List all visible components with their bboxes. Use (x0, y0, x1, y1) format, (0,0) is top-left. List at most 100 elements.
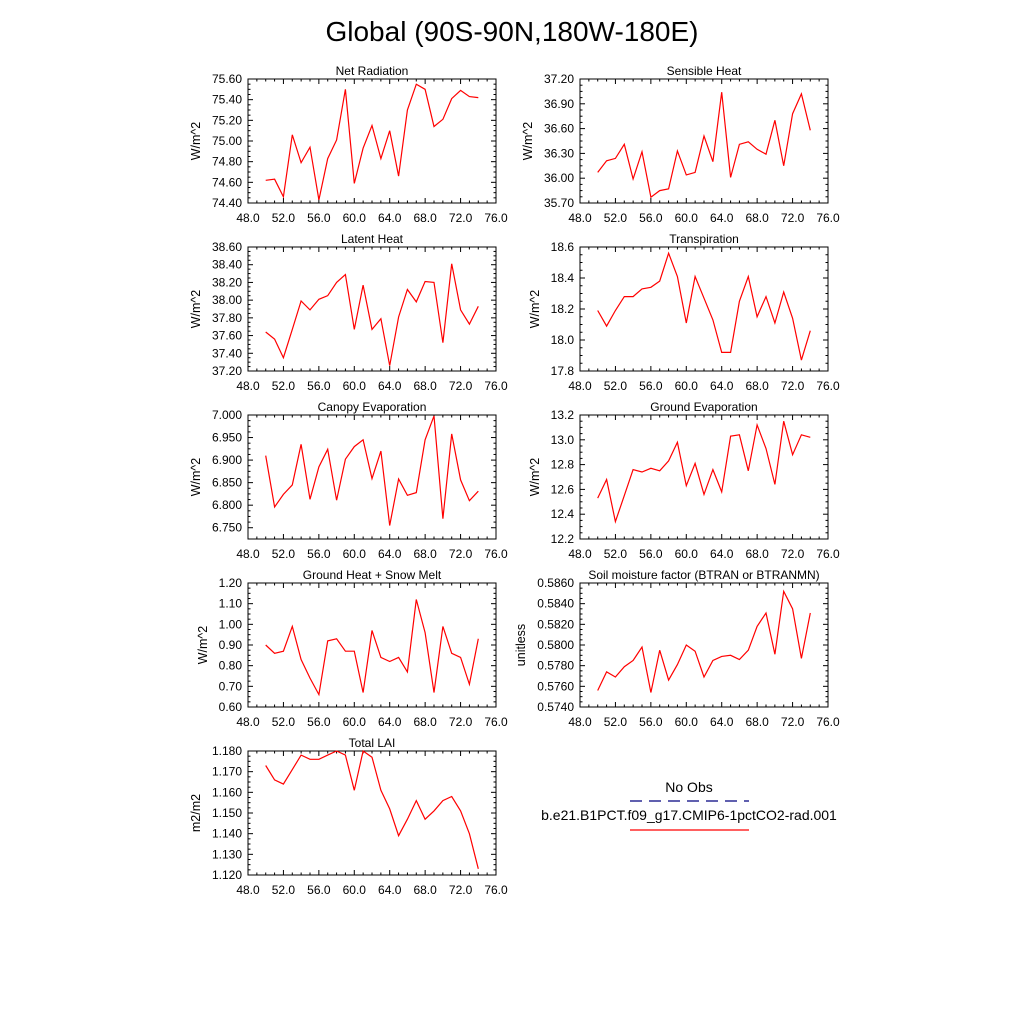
series-line (265, 599, 479, 697)
y-axis-label: W/m^2 (189, 458, 203, 497)
y-tick-label: 36.90 (544, 97, 574, 111)
panel-title: Ground Heat + Snow Melt (303, 568, 442, 582)
x-tick-label: 72.0 (781, 211, 805, 225)
x-tick-label: 48.0 (236, 883, 260, 897)
x-tick-label: 64.0 (378, 883, 402, 897)
y-axis-label: m2/m2 (189, 794, 203, 832)
series-line (597, 92, 811, 199)
x-tick-label: 48.0 (568, 379, 592, 393)
y-tick-label: 37.40 (212, 346, 242, 360)
y-tick-label: 0.60 (219, 700, 243, 714)
y-tick-label: 38.00 (212, 293, 242, 307)
y-tick-label: 12.4 (551, 507, 575, 521)
y-tick-label: 7.000 (212, 408, 242, 422)
x-tick-label: 48.0 (236, 211, 260, 225)
x-tick-label: 60.0 (343, 547, 367, 561)
panel-8: Soil moisture factor (BTRAN or BTRANMN) 4… (514, 568, 840, 729)
series-line (597, 251, 811, 361)
legend-obs-label: No Obs (665, 779, 712, 795)
x-tick-label: 68.0 (745, 211, 769, 225)
y-tick-label: 12.6 (551, 482, 575, 496)
x-tick-label: 72.0 (781, 379, 805, 393)
x-tick-label: 56.0 (307, 547, 331, 561)
panel-title: Latent Heat (341, 232, 404, 246)
x-tick-label: 76.0 (484, 211, 508, 225)
x-tick-label: 52.0 (272, 715, 296, 729)
y-axis-label: W/m^2 (189, 290, 203, 329)
y-tick-label: 18.2 (551, 302, 575, 316)
y-tick-label: 13.2 (551, 408, 575, 422)
x-tick-label: 52.0 (604, 211, 628, 225)
y-tick-label: 6.750 (212, 521, 242, 535)
x-tick-label: 48.0 (236, 379, 260, 393)
x-tick-label: 64.0 (710, 211, 734, 225)
plot-frame (579, 582, 829, 708)
x-tick-label: 60.0 (675, 547, 699, 561)
x-tick-label: 52.0 (604, 379, 628, 393)
y-tick-label: 37.60 (212, 329, 242, 343)
y-tick-label: 75.20 (212, 113, 242, 127)
y-tick-label: 38.20 (212, 275, 242, 289)
x-tick-label: 68.0 (745, 547, 769, 561)
panel-title: Net Radiation (336, 64, 409, 78)
panel-9: Total LAI 48.0 52.0 56.0 60.0 64.0 68.0 72.0 76.… (189, 736, 508, 897)
panel-3: Latent Heat 48.0 52.0 56.0 60.0 64.0 68.0 72.0 7… (189, 232, 508, 393)
y-tick-label: 75.40 (212, 93, 242, 107)
y-tick-label: 74.40 (212, 196, 242, 210)
x-tick-label: 72.0 (449, 883, 473, 897)
panel-title: Total LAI (349, 736, 396, 750)
x-tick-label: 52.0 (272, 379, 296, 393)
x-tick-label: 72.0 (449, 547, 473, 561)
y-tick-label: 17.8 (551, 364, 575, 378)
x-tick-label: 56.0 (639, 211, 663, 225)
y-tick-label: 12.2 (551, 532, 575, 546)
panel-title: Canopy Evaporation (318, 400, 427, 414)
x-tick-label: 64.0 (710, 379, 734, 393)
y-tick-label: 6.800 (212, 498, 242, 512)
series-line (597, 421, 811, 524)
y-axis-label: W/m^2 (196, 626, 210, 665)
x-tick-label: 72.0 (449, 715, 473, 729)
y-tick-label: 36.00 (544, 171, 574, 185)
x-tick-label: 64.0 (378, 379, 402, 393)
series-line (265, 263, 479, 366)
legend: No Obs b.e21.B1PCT.f09_g17.CMIP6-1pctCO2… (541, 779, 837, 831)
x-tick-label: 60.0 (343, 883, 367, 897)
y-tick-label: 74.60 (212, 175, 242, 189)
y-tick-label: 1.180 (212, 744, 242, 758)
panel-title: Transpiration (669, 232, 739, 246)
plot-frame (579, 414, 829, 540)
series-line (265, 415, 479, 526)
series-line (265, 749, 479, 869)
x-tick-label: 48.0 (568, 547, 592, 561)
x-tick-label: 48.0 (236, 547, 260, 561)
plot-frame (579, 246, 829, 372)
x-tick-label: 72.0 (781, 547, 805, 561)
y-tick-label: 1.20 (219, 576, 243, 590)
y-tick-label: 0.5800 (537, 638, 574, 652)
x-tick-label: 56.0 (307, 379, 331, 393)
y-tick-label: 18.6 (551, 240, 575, 254)
y-axis-label: unitless (514, 624, 528, 666)
x-tick-label: 76.0 (484, 547, 508, 561)
x-tick-label: 68.0 (745, 379, 769, 393)
panel-7: Ground Heat + Snow Melt 48.0 52.0 56.0 60.0 6… (196, 568, 508, 729)
x-tick-label: 48.0 (236, 715, 260, 729)
y-tick-label: 6.900 (212, 453, 242, 467)
y-tick-label: 37.20 (544, 72, 574, 86)
y-tick-label: 6.850 (212, 476, 242, 490)
x-tick-label: 52.0 (272, 883, 296, 897)
x-tick-label: 56.0 (639, 715, 663, 729)
x-tick-label: 56.0 (307, 715, 331, 729)
figure-title: Global (90S-90N,180W-180E) (325, 16, 698, 47)
y-tick-label: 18.4 (551, 271, 575, 285)
x-tick-label: 56.0 (307, 883, 331, 897)
x-tick-label: 64.0 (710, 715, 734, 729)
x-tick-label: 64.0 (378, 547, 402, 561)
y-tick-label: 75.00 (212, 134, 242, 148)
x-tick-label: 52.0 (272, 547, 296, 561)
legend-model-label: b.e21.B1PCT.f09_g17.CMIP6-1pctCO2-rad.00… (541, 807, 837, 823)
x-tick-label: 68.0 (745, 715, 769, 729)
y-tick-label: 1.120 (212, 868, 242, 882)
y-tick-label: 37.20 (212, 364, 242, 378)
